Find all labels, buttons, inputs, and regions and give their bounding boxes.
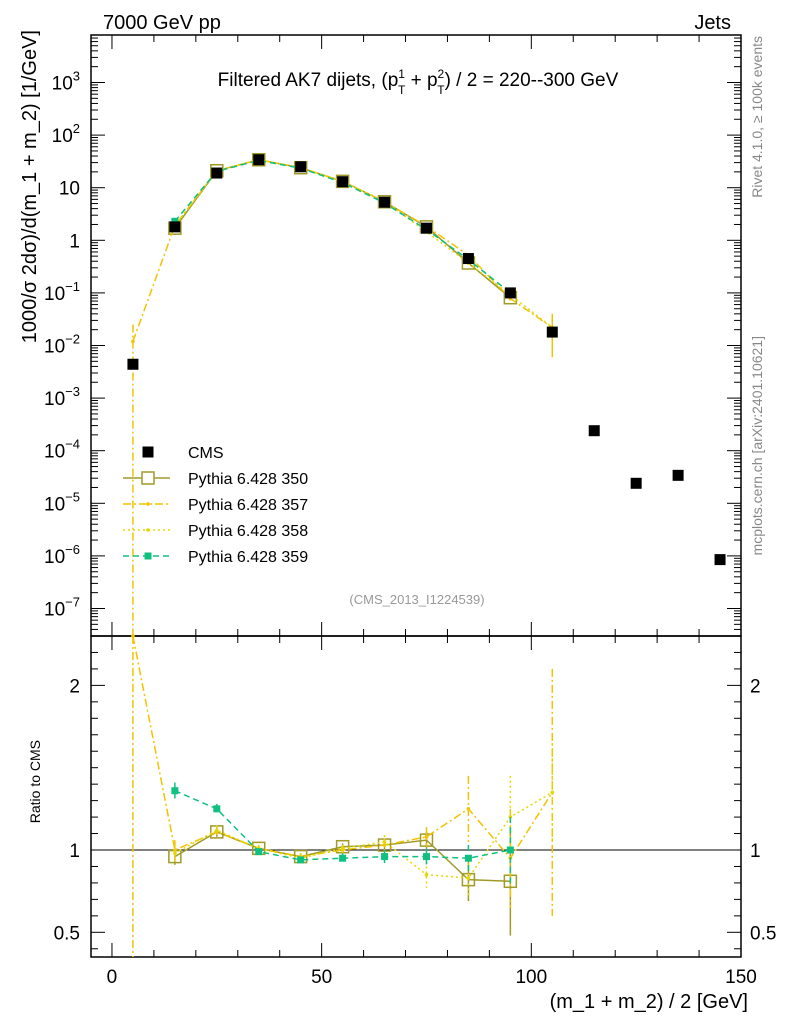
y-tick-label: 102 bbox=[52, 121, 80, 147]
series-ratio-marker bbox=[297, 856, 305, 864]
cms-data-point bbox=[379, 196, 391, 208]
x-tick-label: 0 bbox=[107, 967, 118, 988]
ratio-tick-label-right: 2 bbox=[750, 676, 761, 697]
axis-ticks: 0 50 100 15010−710−610−510−410−310−210−1110… bbox=[44, 34, 776, 988]
cms-data-point bbox=[337, 176, 349, 188]
series-ratio-marker bbox=[171, 787, 179, 795]
chart-title: Filtered AK7 dijets, (p1 T + p2 T) / 2 = 2… bbox=[218, 67, 619, 97]
header-left: 7000 GeV pp bbox=[103, 12, 221, 34]
x-tick-label: 50 bbox=[311, 967, 332, 988]
cms-data-point bbox=[630, 477, 642, 489]
series-ratio-marker bbox=[213, 805, 221, 813]
cms-data-point bbox=[169, 221, 181, 233]
series-ratio-marker bbox=[424, 872, 429, 877]
y-tick-label: 10−2 bbox=[44, 331, 80, 357]
series-ratio-marker bbox=[381, 853, 389, 861]
series-ratio-marker bbox=[173, 848, 177, 852]
series-marker bbox=[335, 174, 350, 189]
header-right: Jets bbox=[694, 12, 731, 34]
series-ratio-marker bbox=[382, 839, 387, 844]
cms-data-point bbox=[211, 167, 223, 179]
ratio-tick-label: 0.5 bbox=[54, 923, 80, 944]
series-ratio-marker bbox=[550, 790, 555, 795]
legend-label: Pythia 6.428 359 bbox=[188, 549, 308, 566]
y-tick-label: 1 bbox=[69, 231, 80, 252]
ratio-tick-label: 1 bbox=[69, 841, 80, 862]
legend-marker bbox=[146, 528, 150, 532]
ratio-tick-label: 2 bbox=[69, 676, 80, 697]
series-ratio-marker bbox=[422, 853, 430, 861]
ratio-tick-label-right: 1 bbox=[750, 841, 761, 862]
cms-data-layer bbox=[127, 154, 726, 566]
main-plot-border bbox=[90, 34, 742, 637]
legend-marker bbox=[141, 471, 155, 485]
series-marker bbox=[377, 195, 392, 209]
y-tick-label: 10−3 bbox=[44, 384, 80, 410]
series-ratio-marker bbox=[255, 848, 263, 856]
y-axis-label: 1000/σ 2dσ)/d(m_1 + m_2) [1/GeV] bbox=[19, 30, 41, 343]
series-ratio-marker bbox=[173, 851, 177, 856]
cms-data-point bbox=[588, 425, 600, 437]
y-tick-label: 10 bbox=[59, 179, 80, 200]
rivet-side-label: Rivet 4.1.0, ≥ 100k events bbox=[749, 36, 765, 198]
series-ratio-marker bbox=[424, 835, 429, 839]
y-tick-label: 10−6 bbox=[44, 542, 80, 568]
cms-data-point bbox=[714, 554, 726, 566]
y-tick-label: 10−7 bbox=[44, 594, 80, 620]
y-tick-label: 10−1 bbox=[44, 279, 80, 305]
series-1 bbox=[168, 152, 518, 936]
y-tick-label: 103 bbox=[52, 69, 80, 95]
cms-data-point bbox=[672, 469, 684, 481]
series-ratio-marker bbox=[466, 876, 471, 880]
cms-data-point bbox=[546, 326, 558, 338]
mcplots-side-label: mcplots.cern.ch [arXiv:2401.10621] bbox=[749, 336, 765, 555]
series-marker bbox=[171, 217, 179, 225]
y-tick-label: 10−4 bbox=[44, 437, 80, 463]
x-tick-label: 100 bbox=[515, 967, 547, 988]
series-ratio-marker bbox=[464, 854, 472, 862]
series-ratio-marker bbox=[506, 846, 514, 854]
x-axis-label: (m_1 + m_2) / 2 [GeV] bbox=[550, 991, 748, 1013]
series-ratio-marker bbox=[382, 843, 387, 847]
series-line bbox=[174, 158, 553, 329]
ratio-plot-frame bbox=[90, 635, 742, 958]
legend: CMS Pythia 6.428 350 Pythia 6.428 357 Pythi… bbox=[123, 445, 308, 566]
cms-data-point bbox=[420, 222, 432, 234]
cms-data-point bbox=[127, 358, 139, 370]
legend-cms-label: CMS bbox=[188, 445, 224, 462]
watermark-label: (CMS_2013_I1224539) bbox=[349, 592, 484, 607]
legend-marker bbox=[144, 552, 152, 560]
ratio-plot-border bbox=[90, 635, 742, 958]
cms-data-point bbox=[504, 287, 516, 299]
main-plot-frame bbox=[90, 34, 742, 637]
series-marker bbox=[131, 339, 135, 344]
series-ratio-marker bbox=[215, 828, 219, 833]
series-ratio-marker bbox=[340, 846, 345, 851]
series-marker bbox=[251, 152, 266, 167]
x-tick-label: 150 bbox=[725, 967, 757, 988]
cms-data-point bbox=[462, 253, 474, 265]
cms-data-point bbox=[295, 161, 307, 173]
legend-marker bbox=[146, 502, 150, 506]
y-tick-label: 10−5 bbox=[44, 489, 80, 515]
series-ratio-marker bbox=[339, 854, 347, 862]
series-ratio-line bbox=[132, 635, 553, 860]
cms-data-point bbox=[253, 154, 265, 166]
ratio-y-axis-label: Ratio to CMS bbox=[27, 740, 43, 823]
ratio-tick-label-right: 0.5 bbox=[750, 923, 776, 944]
legend-label: Pythia 6.428 358 bbox=[188, 523, 308, 540]
legend-label: Pythia 6.428 350 bbox=[188, 471, 308, 488]
legend-cms-marker bbox=[142, 446, 154, 458]
series-ratio-marker bbox=[466, 807, 471, 811]
series-ratio-line bbox=[174, 791, 553, 879]
legend-label: Pythia 6.428 357 bbox=[188, 497, 308, 514]
